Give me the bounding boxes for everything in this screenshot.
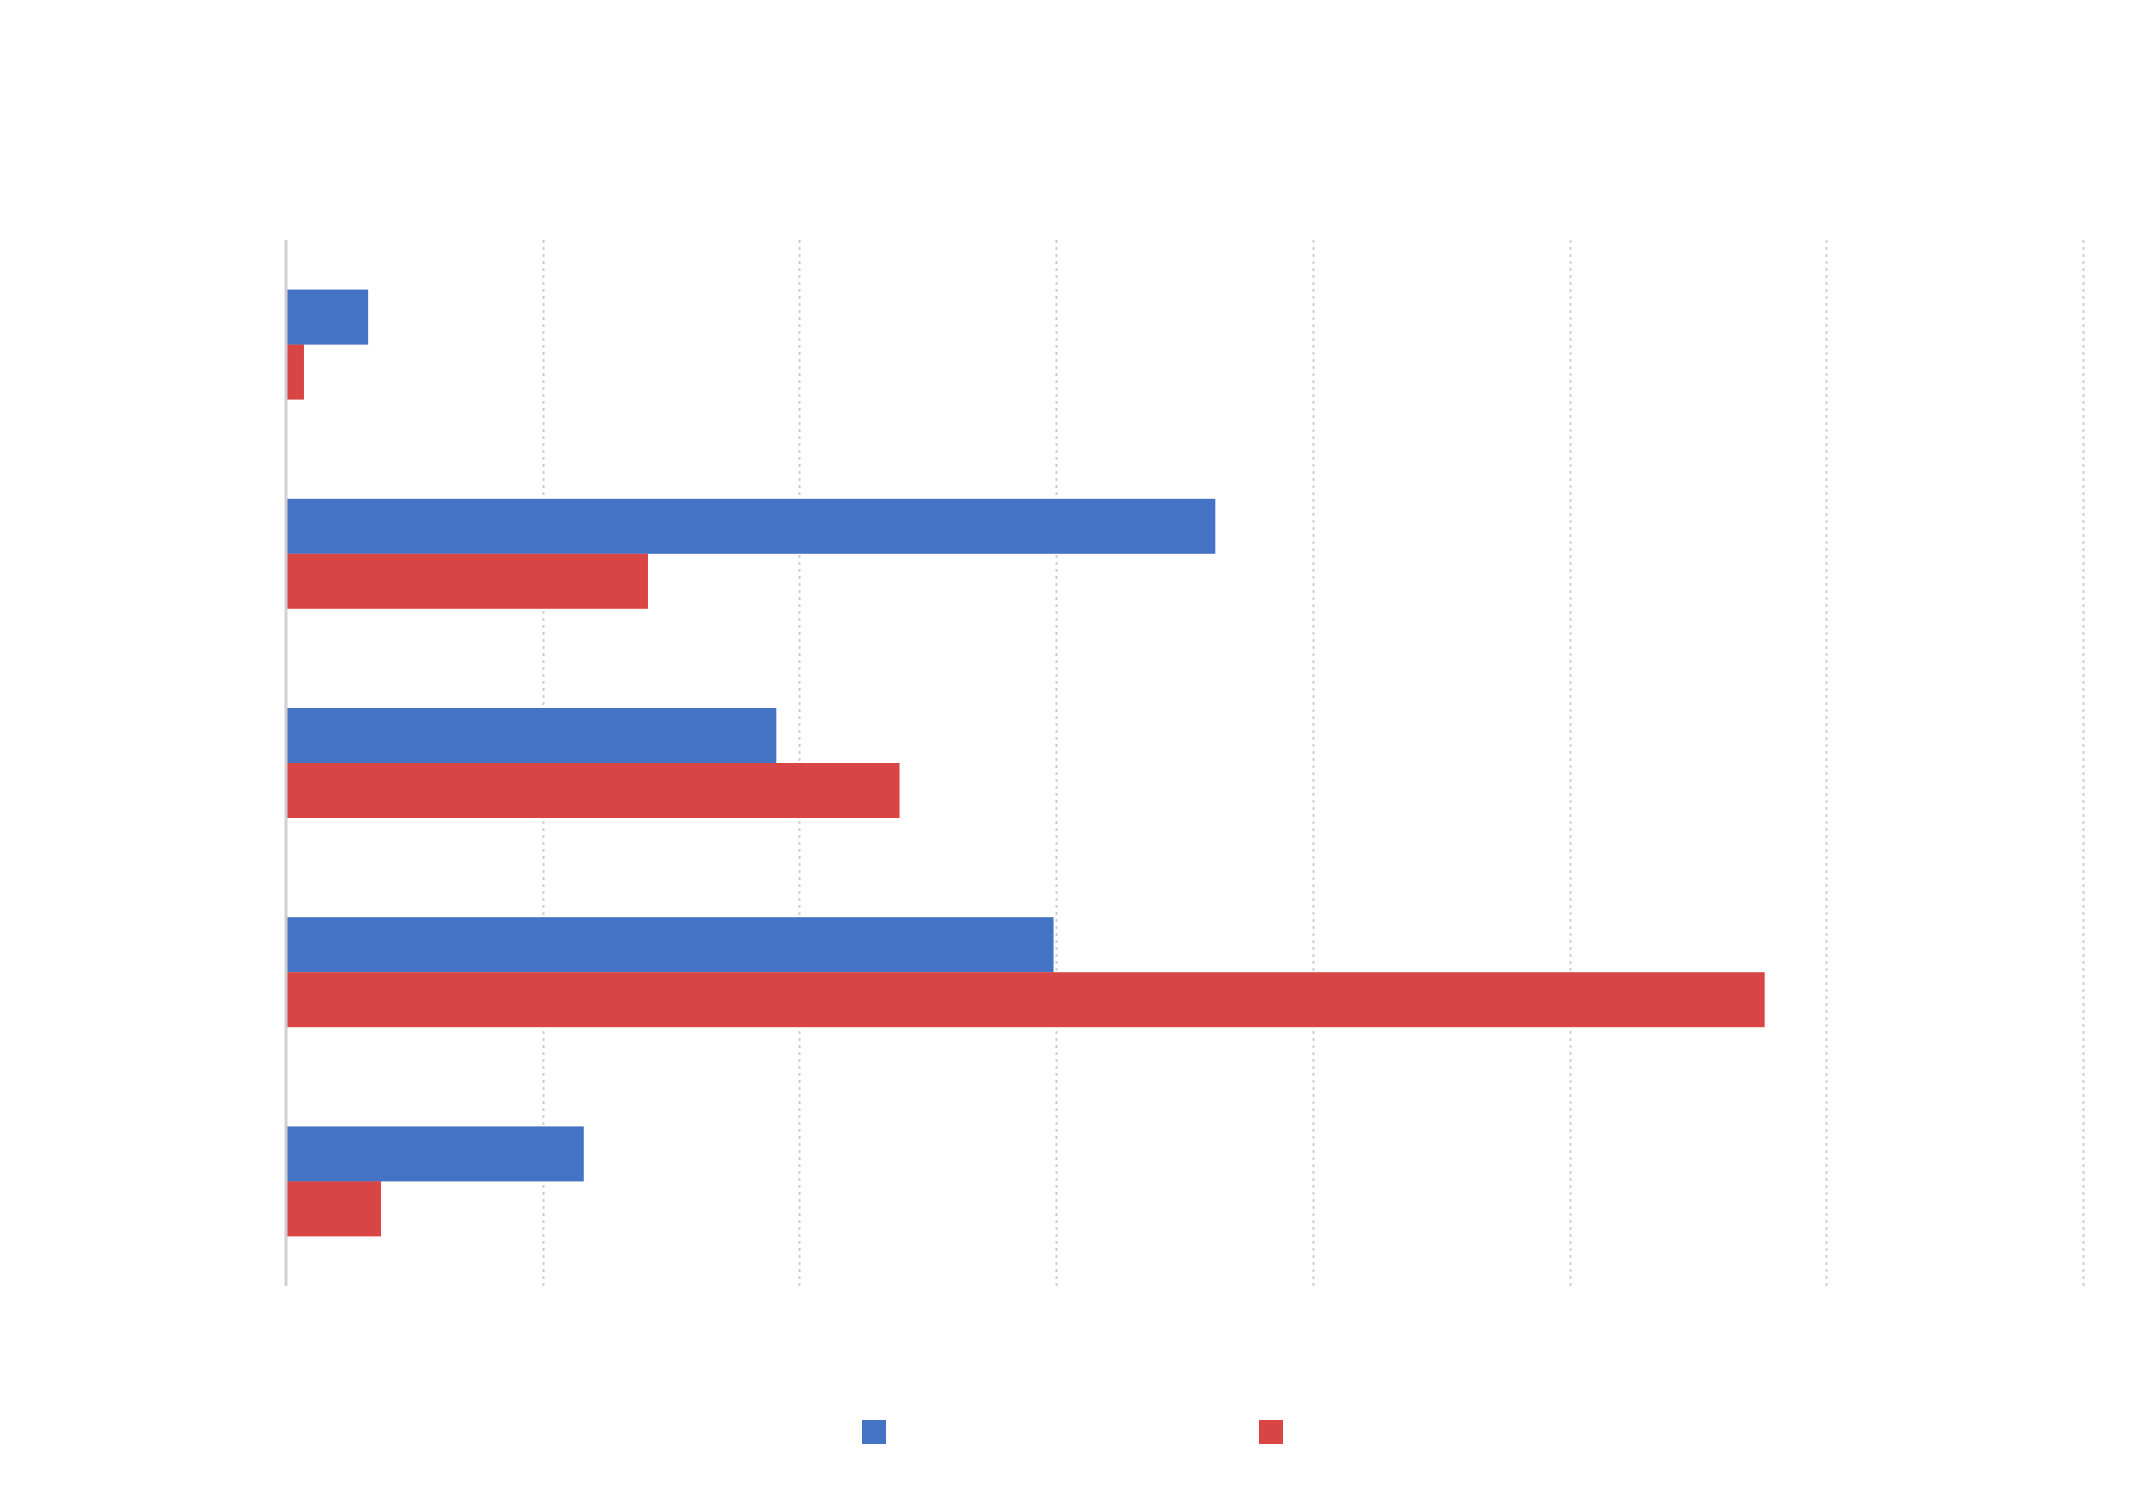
bar-series-1-category-4 [286, 917, 1054, 973]
bar-series-2-category-2 [286, 553, 648, 609]
legend-swatch-series-1 [862, 1420, 886, 1444]
bar-series-1-category-3 [286, 708, 777, 763]
bar-series-2-category-4 [286, 972, 1765, 1028]
bar-layer [286, 289, 1765, 1237]
bar-series-2-category-3 [286, 763, 900, 818]
bar-series-2-category-5 [286, 1181, 381, 1237]
legend [862, 1420, 1283, 1444]
bar-series-2-category-1 [286, 344, 304, 400]
bar-series-1-category-2 [286, 498, 1216, 554]
legend-swatch-series-2 [1259, 1420, 1283, 1444]
bar-series-1-category-1 [286, 289, 369, 345]
bar-series-1-category-5 [286, 1126, 584, 1182]
